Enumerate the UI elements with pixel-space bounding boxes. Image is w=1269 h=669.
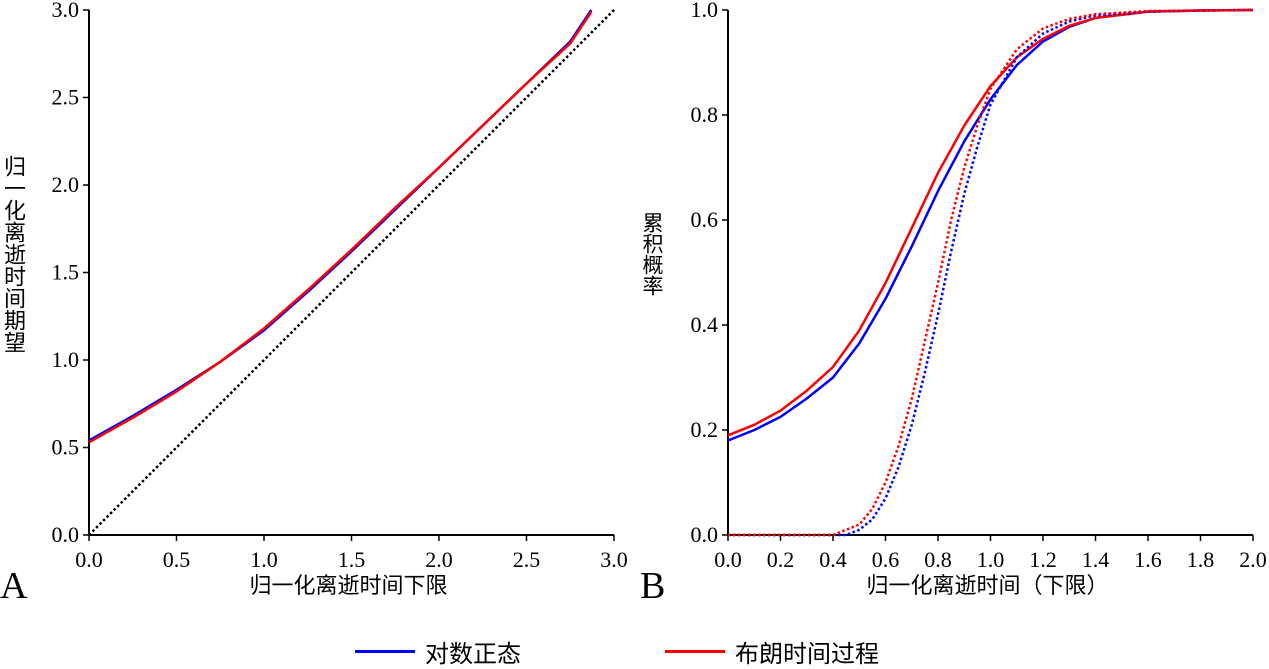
panel-a-x-tick-label: 2.0 [425, 547, 453, 572]
panel-a-x-tick-label: 1.0 [250, 547, 278, 572]
panel-b-series-line [727, 8, 1254, 442]
panel-b-x-tick-label: 1.0 [977, 547, 1005, 572]
panel-b-y-tick-label: 1.0 [691, 0, 719, 22]
panel-b-y-tick-label: 0.2 [691, 417, 719, 442]
panel-b-series-line [727, 8, 1254, 437]
panel-b-x-tick-label: 0.8 [924, 547, 952, 572]
panel-b-x-tick-label: 1.4 [1082, 547, 1110, 572]
panel-b-panel-label: B [640, 565, 665, 607]
panel-b-y-tick-label: 0.8 [691, 102, 719, 127]
panel-b-x-tick-label: 0.0 [714, 547, 742, 572]
panel-b-x-tick-label: 0.2 [767, 547, 795, 572]
legend-label: 对数正态 [425, 642, 521, 668]
panel-a-y-tick-label: 1.5 [52, 260, 80, 285]
panel-b-y-tick-label: 0.0 [691, 522, 719, 547]
legend-label: 布朗时间过程 [735, 642, 879, 668]
panel-b-x-tick-label: 1.8 [1187, 547, 1215, 572]
panel-a-y-tick-label: 3.0 [52, 0, 80, 22]
panel-b-x-tick-label: 1.2 [1029, 547, 1057, 572]
panel-b-x-tick-label: 2.0 [1239, 547, 1267, 572]
panel-a-series-line [88, 9, 615, 536]
legend-item-brownian: 布朗时间过程 [665, 634, 879, 669]
panel-a-panel-label: A [0, 565, 28, 607]
legend-swatch-red [665, 650, 725, 653]
panel-a-y-tick-label: 2.0 [52, 172, 80, 197]
panel-b-y-tick-label: 0.4 [691, 312, 719, 337]
panel-a-x-tick-label: 0.5 [163, 547, 191, 572]
panel-a-y-tick-label: 2.5 [52, 85, 80, 110]
panel-a-x-tick-label: 3.0 [600, 547, 628, 572]
panel-a-series-line [88, 11, 593, 444]
panel-a-x-tick-label: 0.0 [75, 547, 103, 572]
panel-b-y-tick-label: 0.6 [691, 207, 719, 232]
panel-b-x-tick-label: 1.6 [1134, 547, 1162, 572]
panel-a-y-tick-label: 0.5 [52, 435, 80, 460]
panel-b-y-axis-label: 累积概率 [640, 212, 664, 296]
panel-a-x-axis-label: 归一化离逝时间下限 [249, 573, 447, 598]
panel-a-x-tick-label: 2.5 [513, 547, 541, 572]
panel-a-y-axis-label: 归一化离逝时间期望 [1, 155, 26, 353]
panel-a-x-tick-label: 1.5 [338, 547, 366, 572]
panel-b-x-axis-label: 归一化离逝时间（下限） [866, 573, 1108, 598]
panel-b-series-line [728, 8, 1254, 537]
legend-swatch-blue [355, 650, 415, 653]
panel-a-y-tick-label: 0.0 [52, 522, 80, 547]
panel-b-x-tick-label: 0.4 [819, 547, 847, 572]
panel-a-y-tick-label: 1.0 [52, 347, 80, 372]
panel-b-x-tick-label: 0.6 [872, 547, 900, 572]
legend-item-lognormal: 对数正态 [355, 634, 521, 669]
panel-a-series-line [88, 9, 593, 442]
